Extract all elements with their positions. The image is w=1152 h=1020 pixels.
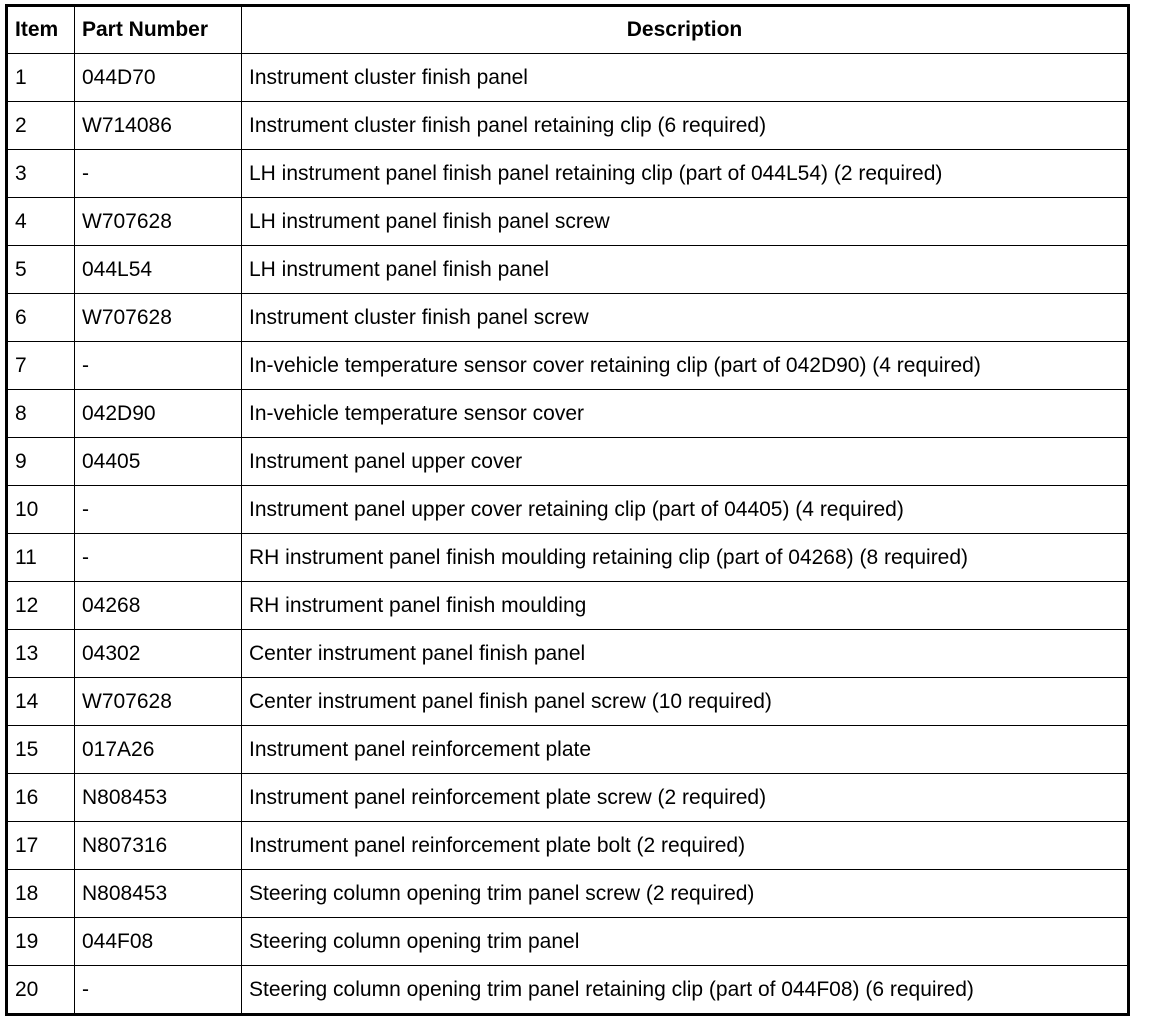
item-cell: 20 [6,965,75,1015]
description-cell: Center instrument panel finish panel scr… [241,677,1129,726]
item-cell: 4 [6,197,75,246]
table-row: 7- In-vehicle temperature sensor cover re… [6,341,1129,390]
part-number-cell: N808453 [74,869,242,918]
part-number-cell: 044L54 [74,245,242,294]
item-cell: 19 [6,917,75,966]
part-number-cell: 042D90 [74,389,242,438]
description-cell: Instrument panel upper cover [241,437,1129,486]
item-cell: 6 [6,293,75,342]
table-row: 12 04268 RH instrument panel finish mouldi… [6,581,1129,630]
description-cell: Center instrument panel finish panel [241,629,1129,678]
header-item: Item [6,5,75,54]
part-number-cell: 044D70 [74,53,242,102]
part-number-cell: W707628 [74,197,242,246]
table-row: 3- LH instrument panel finish panel retai… [6,149,1129,198]
parts-table: Item Part Number Description 1 044D70 Inst… [5,4,1130,1016]
table-row: 5 044L54 LH instrument panel finish panel [6,245,1129,294]
description-cell: LH instrument panel finish panel screw [241,197,1129,246]
table-row: 18 N808453 Steering column opening trim pa… [6,869,1129,918]
table-row: 2 W714086 Instrument cluster finish panel … [6,101,1129,150]
part-number-cell: N808453 [74,773,242,822]
item-cell: 10 [6,485,75,534]
table-row: 4 W707628 LH instrument panel finish panel… [6,197,1129,246]
item-cell: 15 [6,725,75,774]
part-number-cell: - [74,149,242,198]
part-number-cell: - [74,485,242,534]
item-cell: 9 [6,437,75,486]
table-row: 11- RH instrument panel finish moulding r… [6,533,1129,582]
part-number-cell: 017A26 [74,725,242,774]
header-part-number: Part Number [74,5,242,54]
item-cell: 17 [6,821,75,870]
header-description: Description [241,5,1129,54]
item-cell: 16 [6,773,75,822]
table-row: 15 017A26 Instrument panel reinforcement p… [6,725,1129,774]
part-number-cell: W714086 [74,101,242,150]
part-number-cell: N807316 [74,821,242,870]
description-cell: LH instrument panel finish panel [241,245,1129,294]
description-cell: RH instrument panel finish moulding reta… [241,533,1129,582]
table-row: 14 W707628 Center instrument panel finish … [6,677,1129,726]
part-number-cell: - [74,341,242,390]
description-cell: Instrument cluster finish panel [241,53,1129,102]
part-number-cell: 04302 [74,629,242,678]
item-cell: 5 [6,245,75,294]
description-cell: LH instrument panel finish panel retaini… [241,149,1129,198]
table-row: 1 044D70 Instrument cluster finish panel [6,53,1129,102]
item-cell: 8 [6,389,75,438]
description-cell: Instrument panel reinforcement plate bol… [241,821,1129,870]
item-cell: 12 [6,581,75,630]
table-row: 17 N807316 Instrument panel reinforcement … [6,821,1129,870]
part-number-cell: 04405 [74,437,242,486]
description-cell: Steering column opening trim panel retai… [241,965,1129,1015]
table-row: 8 042D90 In-vehicle temperature sensor cov… [6,389,1129,438]
description-cell: In-vehicle temperature sensor cover [241,389,1129,438]
part-number-cell: W707628 [74,293,242,342]
description-cell: RH instrument panel finish moulding [241,581,1129,630]
description-cell: Instrument panel upper cover retaining c… [241,485,1129,534]
description-cell: Instrument panel reinforcement plate [241,725,1129,774]
table-row: 19 044F08 Steering column opening trim pan… [6,917,1129,966]
part-number-cell: - [74,533,242,582]
item-cell: 13 [6,629,75,678]
table-row: 13 04302 Center instrument panel finish pa… [6,629,1129,678]
part-number-cell: 04268 [74,581,242,630]
part-number-cell: 044F08 [74,917,242,966]
table-row: 9 04405 Instrument panel upper cover [6,437,1129,486]
item-cell: 1 [6,53,75,102]
table-row: 10- Instrument panel upper cover retainin… [6,485,1129,534]
table-row: 20- Steering column opening trim panel re… [6,965,1129,1015]
item-cell: 3 [6,149,75,198]
item-cell: 11 [6,533,75,582]
description-cell: Instrument cluster finish panel screw [241,293,1129,342]
item-cell: 2 [6,101,75,150]
part-number-cell: - [74,965,242,1015]
table-row: 6 W707628 Instrument cluster finish panel … [6,293,1129,342]
part-number-cell: W707628 [74,677,242,726]
description-cell: Steering column opening trim panel screw… [241,869,1129,918]
table-row: 16 N808453 Instrument panel reinforcement … [6,773,1129,822]
item-cell: 18 [6,869,75,918]
description-cell: Instrument cluster finish panel retainin… [241,101,1129,150]
item-cell: 7 [6,341,75,390]
description-cell: In-vehicle temperature sensor cover reta… [241,341,1129,390]
description-cell: Steering column opening trim panel [241,917,1129,966]
description-cell: Instrument panel reinforcement plate scr… [241,773,1129,822]
item-cell: 14 [6,677,75,726]
header-row: Item Part Number Description [6,5,1129,54]
